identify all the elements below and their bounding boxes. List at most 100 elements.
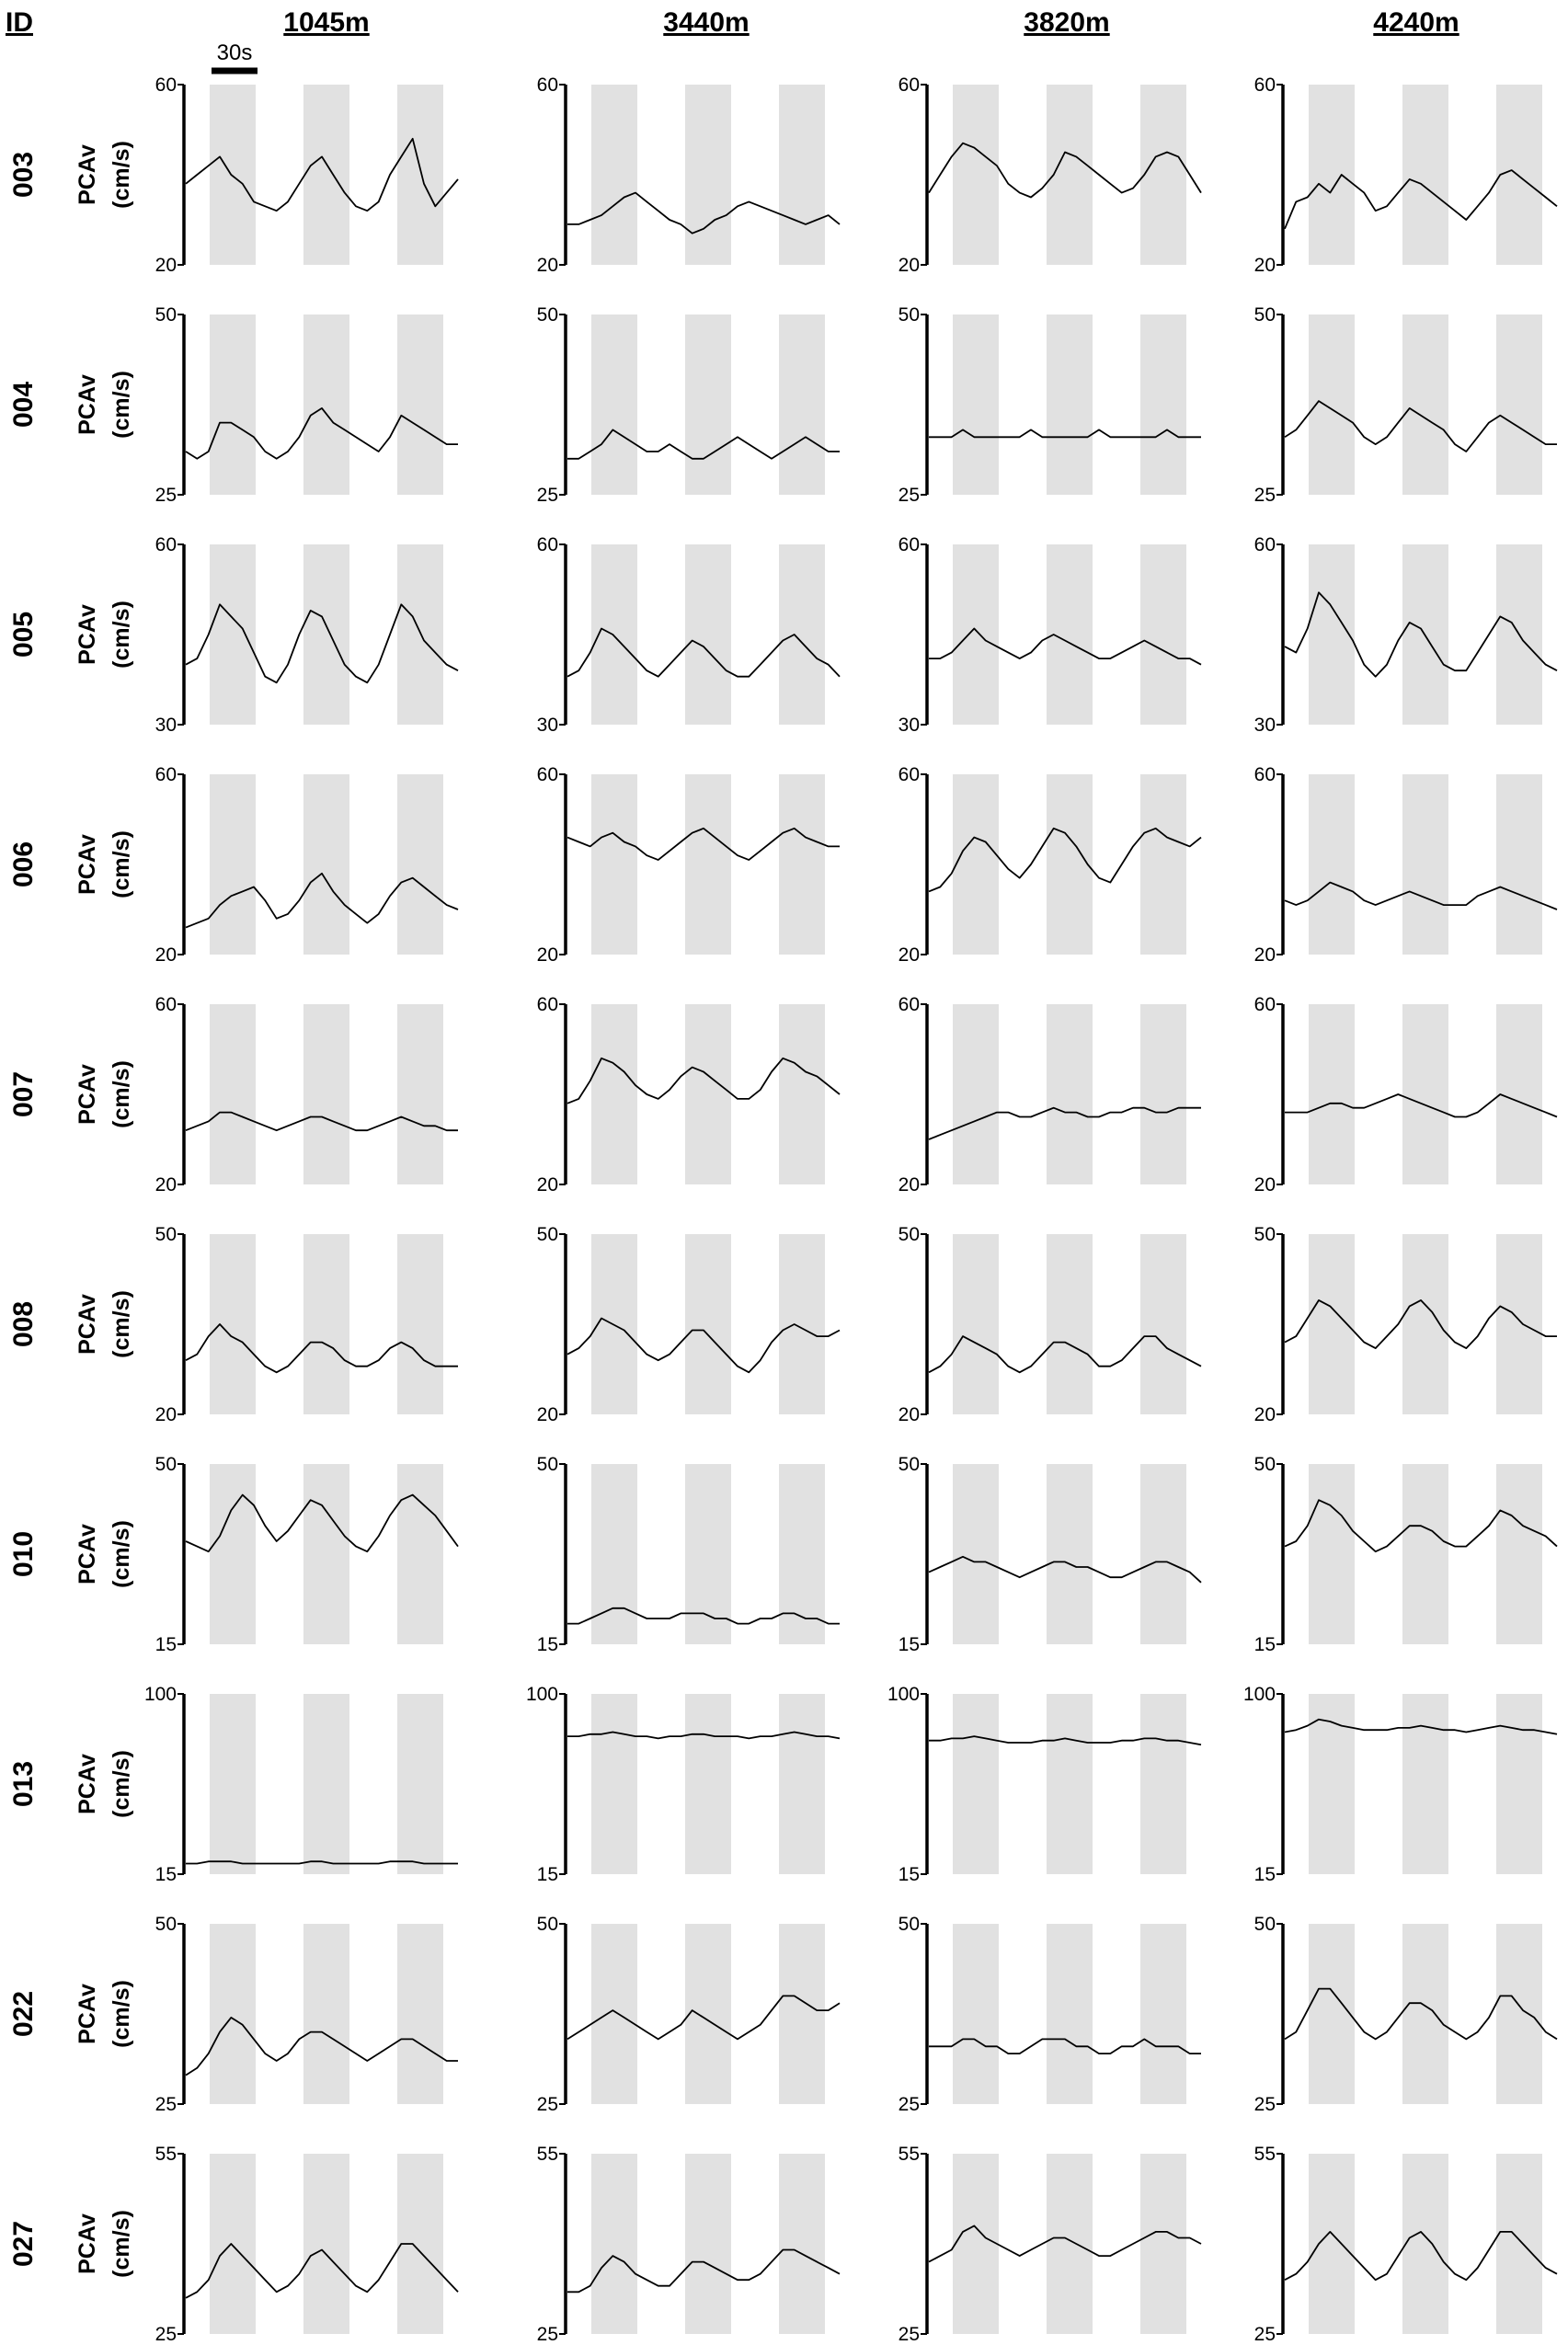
shaded-band xyxy=(1047,2154,1093,2334)
shaded-band xyxy=(1496,774,1542,955)
y-tick-label-max: 50 xyxy=(898,304,920,326)
shaded-band xyxy=(779,315,825,495)
shaded-band xyxy=(1496,1694,1542,1874)
shaded-band xyxy=(1402,315,1448,495)
row-003: 003 PCAv (cm/s) 60 20 60 20 60 20 60 20 xyxy=(8,74,1558,276)
y-axis-label-line1: PCAv xyxy=(74,374,100,435)
panel-004-3440m: 50 25 xyxy=(537,304,840,506)
y-tick-label-min: 20 xyxy=(1254,255,1276,276)
scale-bar-label: 30s xyxy=(217,40,253,65)
shaded-band xyxy=(303,1924,349,2104)
y-tick-label-min: 25 xyxy=(1254,2324,1276,2345)
shaded-band xyxy=(210,1234,256,1414)
shaded-band xyxy=(953,1464,999,1644)
shaded-band xyxy=(1496,1004,1542,1184)
shaded-band xyxy=(953,1004,999,1184)
y-tick-label-max: 55 xyxy=(155,2144,177,2165)
y-tick-label-min: 25 xyxy=(537,2094,558,2115)
shaded-band xyxy=(685,1004,731,1184)
y-tick-label-min: 20 xyxy=(1254,1174,1276,1195)
y-tick-label-max: 50 xyxy=(898,1914,920,1935)
pcav-trace xyxy=(185,603,459,684)
shaded-band xyxy=(591,1464,637,1644)
shaded-band xyxy=(397,315,443,495)
panel-006-3820m: 60 20 xyxy=(898,764,1202,966)
panel-003-3820m: 60 20 xyxy=(898,74,1202,276)
y-tick-label-min: 25 xyxy=(155,485,177,506)
y-tick-label-min: 25 xyxy=(898,485,920,506)
y-tick-label-min: 15 xyxy=(1254,1864,1276,1885)
shaded-band xyxy=(953,85,999,265)
y-tick-label-min: 15 xyxy=(898,1634,920,1655)
shaded-band xyxy=(1402,85,1448,265)
y-axis-label-line2: (cm/s) xyxy=(109,601,134,669)
shaded-band xyxy=(303,774,349,955)
panel-013-1045m: 100 15 xyxy=(144,1684,458,1885)
panel-010-3440m: 50 15 xyxy=(537,1454,840,1655)
pcav-trace xyxy=(1284,1499,1558,1553)
shaded-band xyxy=(210,1004,256,1184)
column-title-3440m: 3440m xyxy=(663,7,749,38)
pcav-trace xyxy=(567,2248,841,2294)
shaded-band xyxy=(591,1004,637,1184)
panel-007-1045m: 60 20 xyxy=(155,994,458,1195)
y-tick-label-min: 15 xyxy=(155,1864,177,1885)
y-tick-label-min: 25 xyxy=(898,2094,920,2115)
row-id-label: 022 xyxy=(8,1991,39,2037)
shaded-band xyxy=(303,85,349,265)
shaded-band xyxy=(397,1234,443,1414)
shaded-band xyxy=(1140,1694,1186,1874)
pcav-trace xyxy=(185,1111,458,1132)
pcav-trace xyxy=(185,2016,458,2076)
panel-022-3820m: 50 25 xyxy=(898,1914,1201,2115)
y-tick-label-min: 20 xyxy=(537,944,558,966)
panel-027-4240m: 55 25 xyxy=(1254,2144,1558,2345)
shaded-band xyxy=(779,544,825,725)
y-axis-label-line2: (cm/s) xyxy=(109,1520,134,1588)
shaded-band xyxy=(1047,315,1093,495)
shaded-band xyxy=(591,315,637,495)
y-axis-label-line2: (cm/s) xyxy=(109,1980,134,2048)
shaded-band xyxy=(1140,2154,1186,2334)
panel-010-1045m: 50 15 xyxy=(155,1454,459,1655)
shaded-band xyxy=(953,2154,999,2334)
shaded-band xyxy=(1496,1234,1542,1414)
y-tick-label-max: 50 xyxy=(537,304,558,326)
shaded-band xyxy=(1309,2154,1355,2334)
pcav-trace xyxy=(567,1607,840,1625)
y-tick-label-min: 25 xyxy=(1254,485,1276,506)
pcav-trace xyxy=(1284,1299,1557,1349)
shaded-band xyxy=(210,315,256,495)
y-axis-label-line2: (cm/s) xyxy=(109,1060,134,1128)
y-tick-label-min: 15 xyxy=(898,1864,920,1885)
panel-004-4240m: 50 25 xyxy=(1254,304,1557,506)
panel-008-3820m: 50 20 xyxy=(898,1224,1202,1425)
shaded-band xyxy=(685,1464,731,1644)
panel-003-4240m: 60 20 xyxy=(1254,74,1558,276)
y-tick-label-max: 60 xyxy=(898,994,920,1015)
y-tick-label-min: 30 xyxy=(898,715,920,736)
y-tick-label-min: 25 xyxy=(537,2324,558,2345)
y-axis-label-line2: (cm/s) xyxy=(109,1750,134,1818)
y-tick-label-max: 60 xyxy=(537,764,558,785)
y-axis-label-line1: PCAv xyxy=(74,1294,100,1355)
pcav-trace xyxy=(186,1860,458,1865)
shaded-band xyxy=(1309,1924,1355,2104)
row-004: 004 PCAv (cm/s) 50 25 50 25 50 25 50 25 xyxy=(8,304,1557,506)
shaded-band xyxy=(1309,544,1355,725)
shaded-band xyxy=(685,1234,731,1414)
y-tick-label-min: 25 xyxy=(898,2324,920,2345)
panel-027-3440m: 55 25 xyxy=(537,2144,841,2345)
shaded-band xyxy=(1309,85,1355,265)
panel-003-3440m: 60 20 xyxy=(537,74,841,276)
y-axis-label-line1: PCAv xyxy=(74,144,100,205)
row-022: 022 PCAv (cm/s) 50 25 50 25 50 25 50 25 xyxy=(8,1914,1558,2115)
panel-007-3820m: 60 20 xyxy=(898,994,1201,1195)
pcav-trace xyxy=(1284,400,1557,452)
y-tick-label-min: 20 xyxy=(155,1404,177,1425)
panel-010-4240m: 50 15 xyxy=(1254,1454,1558,1655)
y-tick-label-max: 55 xyxy=(537,2144,558,2165)
row-007: 007 PCAv (cm/s) 60 20 60 20 60 20 60 20 xyxy=(8,994,1558,1195)
shaded-band xyxy=(685,85,731,265)
